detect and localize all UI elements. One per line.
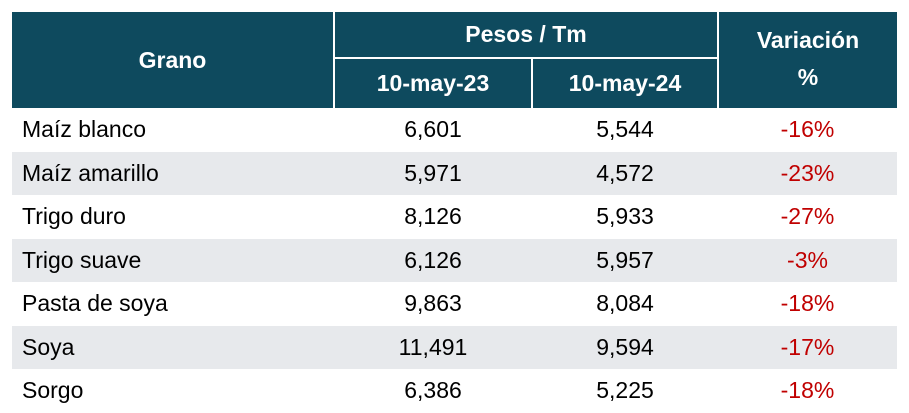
variation-percent: -27% [780, 203, 835, 230]
variation-percent: -16% [780, 116, 835, 143]
price-2023: 9,863 [404, 290, 462, 317]
price-2024: 5,957 [532, 238, 718, 282]
header-variacion: Variación [717, 12, 897, 58]
table-row: Trigo duro 8,126 5,933 -27% [12, 195, 897, 239]
price-2024: 5,225 [596, 377, 654, 404]
table-body: Maíz blanco 6,601 5,544 -16% Maíz amaril… [12, 108, 897, 413]
grain-name: Pasta de soya [22, 290, 168, 317]
price-2024: 5,933 [596, 203, 654, 230]
price-2024: 8,084 [596, 290, 654, 317]
variation-percent: -18% [780, 377, 835, 404]
header-date-2023: 10-may-23 [333, 57, 532, 108]
price-2024: 9,594 [532, 325, 718, 369]
table-header: Grano Pesos / Tm Variación 10-may-23 10-… [12, 12, 897, 108]
price-2023: 8,126 [404, 203, 462, 230]
price-2023: 6,601 [404, 116, 462, 143]
grain-name: Maíz amarillo [12, 151, 334, 195]
variation-percent: -3% [718, 238, 897, 282]
price-2023: 6,386 [404, 377, 462, 404]
grain-name: Trigo suave [12, 238, 334, 282]
price-2023: 5,971 [334, 151, 532, 195]
table-row: Sorgo 6,386 5,225 -18% [12, 369, 897, 413]
header-grano: Grano [12, 12, 334, 108]
grain-price-table: Grano Pesos / Tm Variación 10-may-23 10-… [12, 12, 897, 413]
price-2024: 5,544 [596, 116, 654, 143]
table-row: Maíz amarillo 5,971 4,572 -23% [12, 151, 897, 195]
table-row: Maíz blanco 6,601 5,544 -16% [12, 108, 897, 152]
price-2024: 4,572 [532, 151, 718, 195]
table-row: Trigo suave 6,126 5,957 -3% [12, 238, 897, 282]
price-2023: 11,491 [334, 325, 532, 369]
variation-percent: -17% [718, 325, 897, 369]
header-pesos-group: Pesos / Tm [333, 12, 718, 58]
grain-name: Maíz blanco [22, 116, 147, 143]
grain-name: Trigo duro [22, 203, 126, 230]
table-row: Pasta de soya 9,863 8,084 -18% [12, 282, 897, 326]
grain-name: Sorgo [22, 377, 84, 404]
table-row: Soya 11,491 9,594 -17% [12, 325, 897, 369]
header-date-2024: 10-may-24 [531, 57, 718, 108]
grain-name: Soya [12, 325, 334, 369]
header-variacion-unit: % [717, 58, 897, 108]
price-table-container: Grano Pesos / Tm Variación 10-may-23 10-… [12, 12, 897, 413]
variation-percent: -18% [780, 290, 835, 317]
price-2023: 6,126 [334, 238, 532, 282]
variation-percent: -23% [718, 151, 897, 195]
